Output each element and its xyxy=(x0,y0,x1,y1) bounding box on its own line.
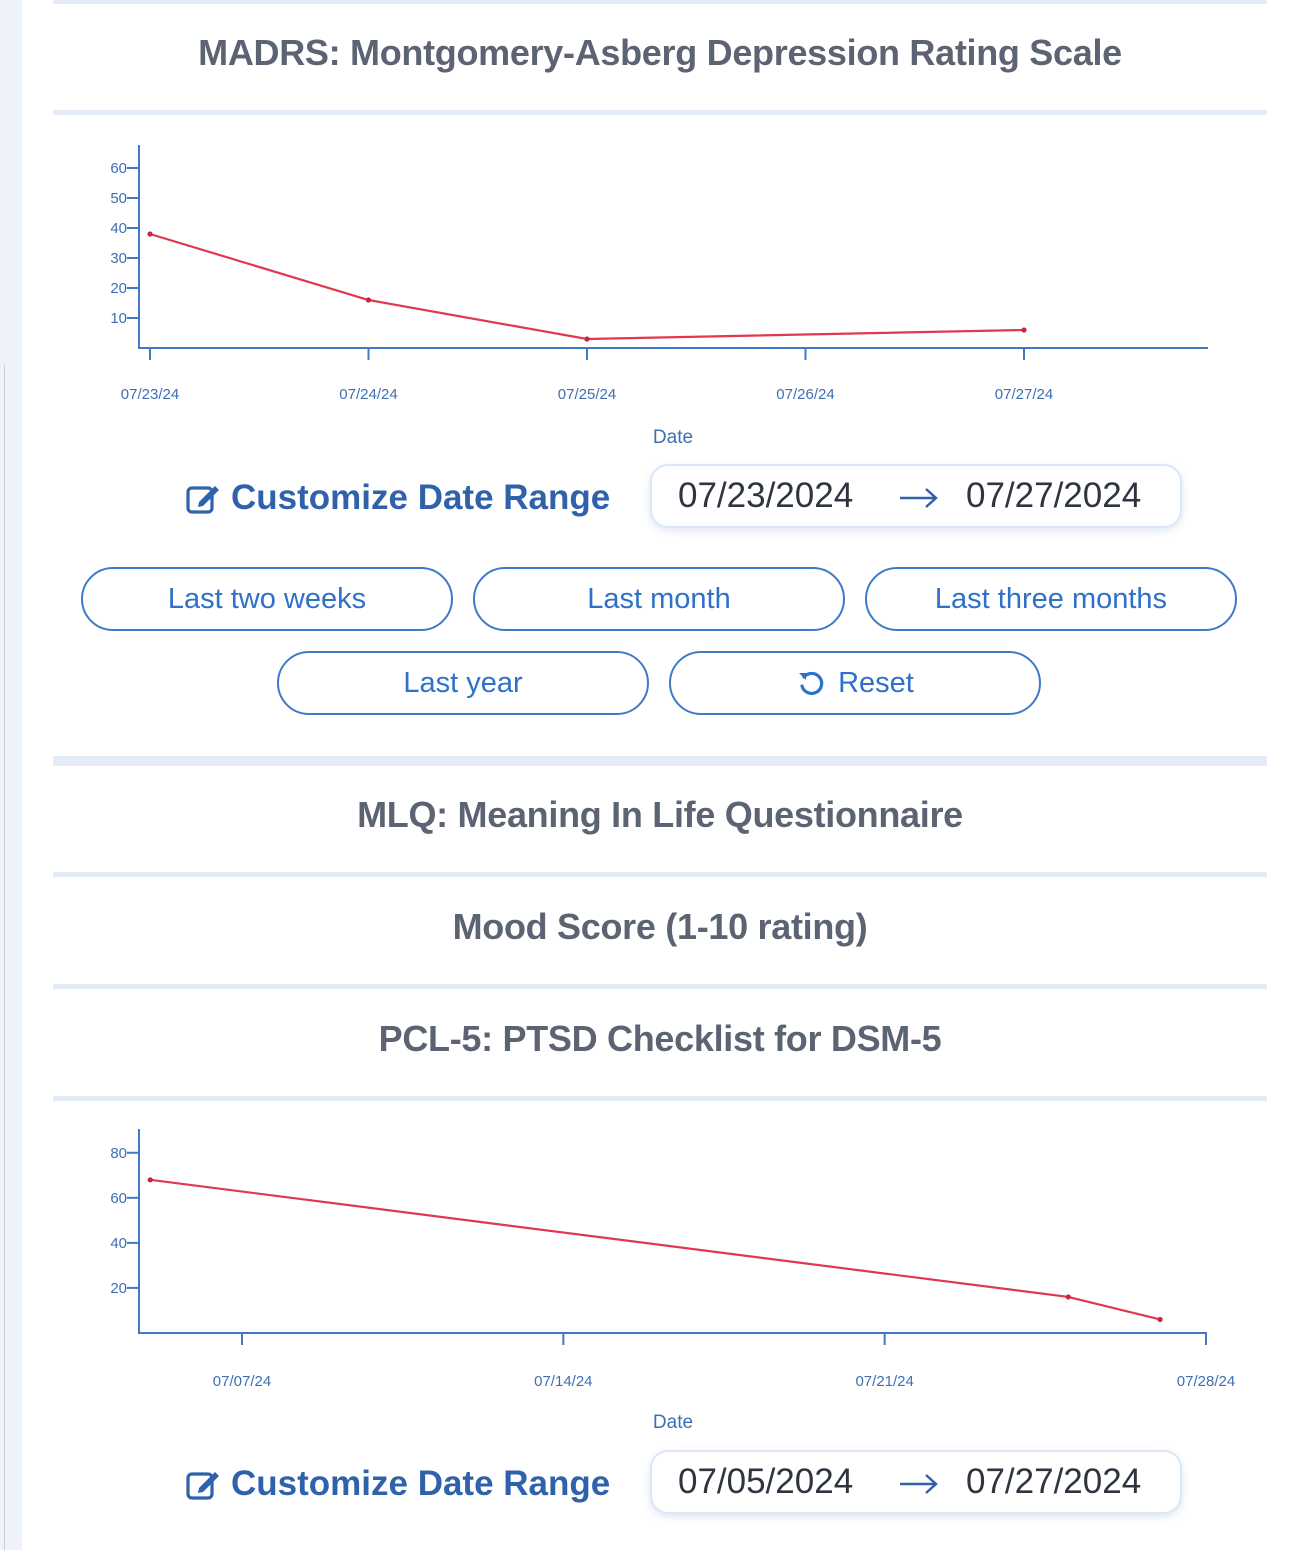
x-tick-label: 07/27/24 xyxy=(995,386,1053,403)
mlq-title[interactable]: MLQ: Meaning In Life Questionnaire xyxy=(357,794,963,835)
x-tick-label: 07/28/24 xyxy=(1177,1373,1235,1390)
x-tick-label: 07/26/24 xyxy=(776,386,834,403)
data-point xyxy=(1065,1294,1071,1300)
series-line xyxy=(150,1178,1161,1321)
pcl5-date-range-picker[interactable]: 07/05/2024 07/27/2024 xyxy=(650,1450,1182,1514)
customize-date-range-label: Customize Date Range xyxy=(231,1464,611,1503)
x-axis-title: Date xyxy=(653,427,693,448)
left-rail xyxy=(0,0,22,1550)
arrow-right-icon xyxy=(900,488,938,508)
x-tick-label: 07/21/24 xyxy=(855,1373,913,1390)
pcl5-customize-row: Customize Date Range 07/05/2024 07/27/20… xyxy=(0,1450,1290,1520)
pcl5-customize-date-range-link[interactable]: Customize Date Range xyxy=(185,1460,610,1508)
x-axis-title: Date xyxy=(653,1412,693,1433)
pcl5-title: PCL-5: PTSD Checklist for DSM-5 xyxy=(378,1018,942,1059)
reset-button[interactable]: Reset xyxy=(669,651,1041,715)
y-tick-label: 30 xyxy=(110,250,127,267)
edit-icon xyxy=(186,486,219,514)
y-tick-label: 50 xyxy=(110,190,127,207)
data-point xyxy=(147,231,153,237)
data-point xyxy=(1021,327,1027,333)
customize-date-range-label: Customize Date Range xyxy=(231,478,611,517)
reset-icon xyxy=(799,671,824,696)
x-tick-label: 07/14/24 xyxy=(534,1373,592,1390)
x-tick-label: 07/24/24 xyxy=(339,386,397,403)
edit-icon xyxy=(186,1472,219,1500)
mlq-divider xyxy=(53,872,1267,877)
axis-line xyxy=(138,145,1208,349)
y-tick-label: 10 xyxy=(110,310,127,327)
series-line xyxy=(149,232,1025,341)
madrs-customize-date-range-link[interactable]: Customize Date Range xyxy=(185,474,610,522)
pcl5-title-divider xyxy=(53,1096,1267,1101)
mood-divider xyxy=(53,984,1267,989)
axis-line xyxy=(138,1129,1207,1334)
range-end-date: 07/27/2024 xyxy=(966,1462,1142,1501)
data-point xyxy=(365,297,372,303)
data-point xyxy=(1157,1316,1163,1323)
y-tick-label: 60 xyxy=(110,160,127,177)
y-tick-label: 20 xyxy=(110,1280,127,1297)
y-tick-label: 40 xyxy=(110,1235,127,1252)
last-month-button[interactable]: Last month xyxy=(473,567,845,631)
pcl5-chart: 20 40 60 80 07/07/24 07/14/24 07/21/24 07/28/24… xyxy=(110,1129,1235,1433)
x-tick-label: 07/25/24 xyxy=(558,386,616,403)
arrow-right-icon xyxy=(900,1474,938,1494)
madrs-chart: 10 20 30 40 50 60 07/23/24 07/24/24 07/25/24 07/2… xyxy=(110,145,1208,448)
last-two-weeks-button[interactable]: Last two weeks xyxy=(81,567,453,631)
reset-label: Reset xyxy=(838,666,914,699)
madrs-customize-row: Customize Date Range 07/23/2024 07/27/20… xyxy=(0,464,1290,534)
x-tick-label: 07/07/24 xyxy=(213,1373,271,1390)
madrs-title-divider xyxy=(53,110,1267,115)
x-tick-label: 07/23/24 xyxy=(121,386,179,403)
range-end-date: 07/27/2024 xyxy=(966,476,1142,515)
range-start-date: 07/05/2024 xyxy=(678,1462,854,1501)
madrs-title: MADRS: Montgomery-Asberg Depression Rati… xyxy=(198,32,1122,73)
data-point xyxy=(584,336,590,342)
last-three-months-button[interactable]: Last three months xyxy=(865,567,1237,631)
top-divider xyxy=(53,0,1267,4)
mood-score-title[interactable]: Mood Score (1-10 rating) xyxy=(452,906,868,947)
y-tick-label: 20 xyxy=(110,280,127,297)
data-point xyxy=(147,1177,153,1183)
madrs-date-range-picker[interactable]: 07/23/2024 07/27/2024 xyxy=(650,464,1182,528)
y-tick-label: 40 xyxy=(110,220,127,237)
last-year-button[interactable]: Last year xyxy=(277,651,649,715)
left-rail-divider xyxy=(4,365,5,1550)
y-tick-label: 60 xyxy=(110,1190,127,1207)
madrs-section-divider xyxy=(53,756,1267,766)
y-tick-label: 80 xyxy=(110,1145,127,1162)
range-start-date: 07/23/2024 xyxy=(678,476,854,515)
